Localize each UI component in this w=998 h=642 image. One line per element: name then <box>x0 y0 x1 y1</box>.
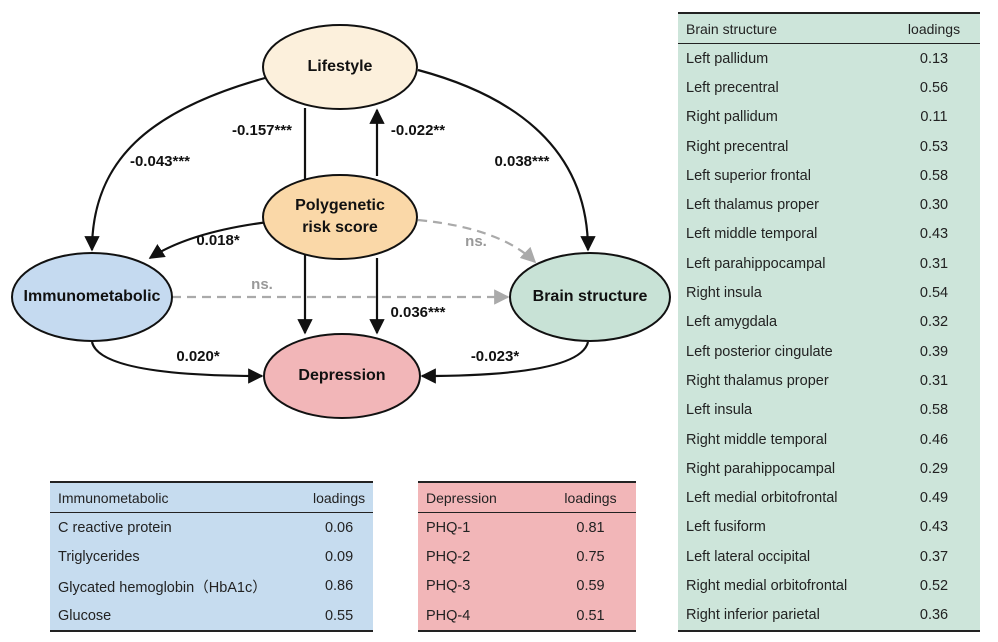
table-cell: Right precentral <box>686 138 789 155</box>
edge-label: -0.043*** <box>130 153 190 170</box>
loadings-table: Brain structure loadings Left pallidum 0.13… <box>678 12 980 632</box>
table-cell: Left parahippocampal <box>686 255 826 272</box>
edge-label: -0.023* <box>471 348 520 365</box>
edge-label: 0.038*** <box>494 153 549 170</box>
table-cell: Left thalamus proper <box>686 197 819 214</box>
edge-label: 0.018* <box>196 232 240 249</box>
table-cell: Left posterior cingulate <box>686 343 833 360</box>
table-cell: C reactive protein <box>58 519 172 536</box>
node <box>509 252 671 342</box>
table-cell: Right parahippocampal <box>686 460 836 477</box>
table-header-cell: Depression <box>426 489 497 506</box>
table-cell: 0.55 <box>324 607 354 624</box>
node <box>262 24 418 110</box>
loadings-table: Immunometabolic loadings C reactive protei… <box>50 481 374 633</box>
node <box>11 252 173 342</box>
table-cell: Left medial orbitofrontal <box>686 490 838 507</box>
table-cell: Left middle temporal <box>686 226 818 243</box>
edge <box>417 218 537 264</box>
edge-label: 0.020* <box>176 348 220 365</box>
edge-label: -0.157*** <box>232 122 292 139</box>
table-header-cell: loadings <box>564 489 617 506</box>
table-cell: PHQ-1 <box>426 519 471 536</box>
table-cell: Right pallidum <box>686 109 778 126</box>
table-header-cell: Brain structure <box>686 20 778 37</box>
table-cell: Right inferior parietal <box>686 607 820 624</box>
table-cell: 0.53 <box>919 138 949 155</box>
table-cell: Right insula <box>686 285 762 302</box>
table-cell: 0.56 <box>919 79 949 96</box>
table-cell: Right thalamus proper <box>686 372 829 389</box>
table-cell: 0.36 <box>919 607 949 624</box>
table-cell: 0.58 <box>919 167 949 184</box>
table-cell: 0.43 <box>919 519 949 536</box>
node-label: Immunometabolic <box>23 288 161 305</box>
table-header-cell: loadings <box>313 489 366 506</box>
edge-label: -0.022** <box>391 122 445 139</box>
table-cell: Glucose <box>58 607 112 624</box>
table-cell: 0.11 <box>920 109 948 126</box>
table-cell: Right middle temporal <box>686 431 828 448</box>
table-cell: Left insula <box>686 402 753 419</box>
table-cell: 0.32 <box>919 314 949 331</box>
table-cell: 0.29 <box>919 460 949 477</box>
edge <box>84 76 266 252</box>
edge-label: ns. <box>465 233 487 250</box>
table-cell: Left superior frontal <box>686 167 811 184</box>
table-cell: Left precentral <box>686 79 779 96</box>
table-cell: Left amygdala <box>686 314 778 331</box>
edge-labels: -0.043*** 0.038*** -0.157*** -0.022** 0.018*… <box>130 122 550 365</box>
table-cell: 0.46 <box>919 431 949 448</box>
edge <box>90 341 264 384</box>
edge <box>148 220 269 259</box>
table-cell: 0.86 <box>324 578 354 595</box>
table-cell: 0.06 <box>324 519 354 536</box>
table-cell: 0.13 <box>919 50 949 67</box>
table-cell: Left lateral occipital <box>686 548 811 565</box>
table-cell: 0.31 <box>919 255 949 272</box>
edge <box>417 68 596 252</box>
table-cell: Left pallidum <box>686 50 769 67</box>
table-cell: 0.51 <box>576 607 605 624</box>
edge-label: ns. <box>251 276 273 293</box>
table-cell: Triglycerides <box>58 548 140 565</box>
table-cell: 0.54 <box>919 285 949 302</box>
node <box>262 174 418 260</box>
table-cell: PHQ-2 <box>426 548 471 565</box>
table-header-cell: Immunometabolic <box>58 489 169 506</box>
node-label: Lifestyle <box>307 58 373 75</box>
table-cell: 0.39 <box>919 343 949 360</box>
edge-label: 0.036*** <box>390 304 445 321</box>
table-header-cell: loadings <box>907 20 961 37</box>
table-cell: 0.75 <box>576 548 605 565</box>
node <box>263 333 421 419</box>
table-cell: Glycated hemoglobin（HbA1c） <box>58 579 267 596</box>
table-cell: 0.37 <box>919 548 949 565</box>
table-cell: 0.43 <box>919 226 949 243</box>
table-cell: 0.31 <box>919 372 949 389</box>
table-cell: 0.30 <box>919 197 949 214</box>
table-cell: 0.09 <box>324 548 354 565</box>
table-cell: PHQ-3 <box>426 578 471 595</box>
node-label: Brain structure <box>532 288 648 305</box>
edge <box>420 341 590 384</box>
node-label: Depression <box>298 367 386 384</box>
table-cell: 0.59 <box>576 578 605 595</box>
node-label: Polygenetic risk score <box>295 197 385 236</box>
table-cell: Right medial orbitofrontal <box>686 577 848 594</box>
table-cell: 0.58 <box>919 402 949 419</box>
table-cell: 0.49 <box>919 490 949 507</box>
table-cell: Left fusiform <box>686 519 766 536</box>
table-cell: 0.81 <box>576 519 605 536</box>
table-cell: PHQ-4 <box>426 607 471 624</box>
table-cell: 0.52 <box>919 577 949 594</box>
loadings-table: Depression loadings PHQ-1 0.81 PHQ-2 0.75 PHQ-… <box>418 481 636 633</box>
